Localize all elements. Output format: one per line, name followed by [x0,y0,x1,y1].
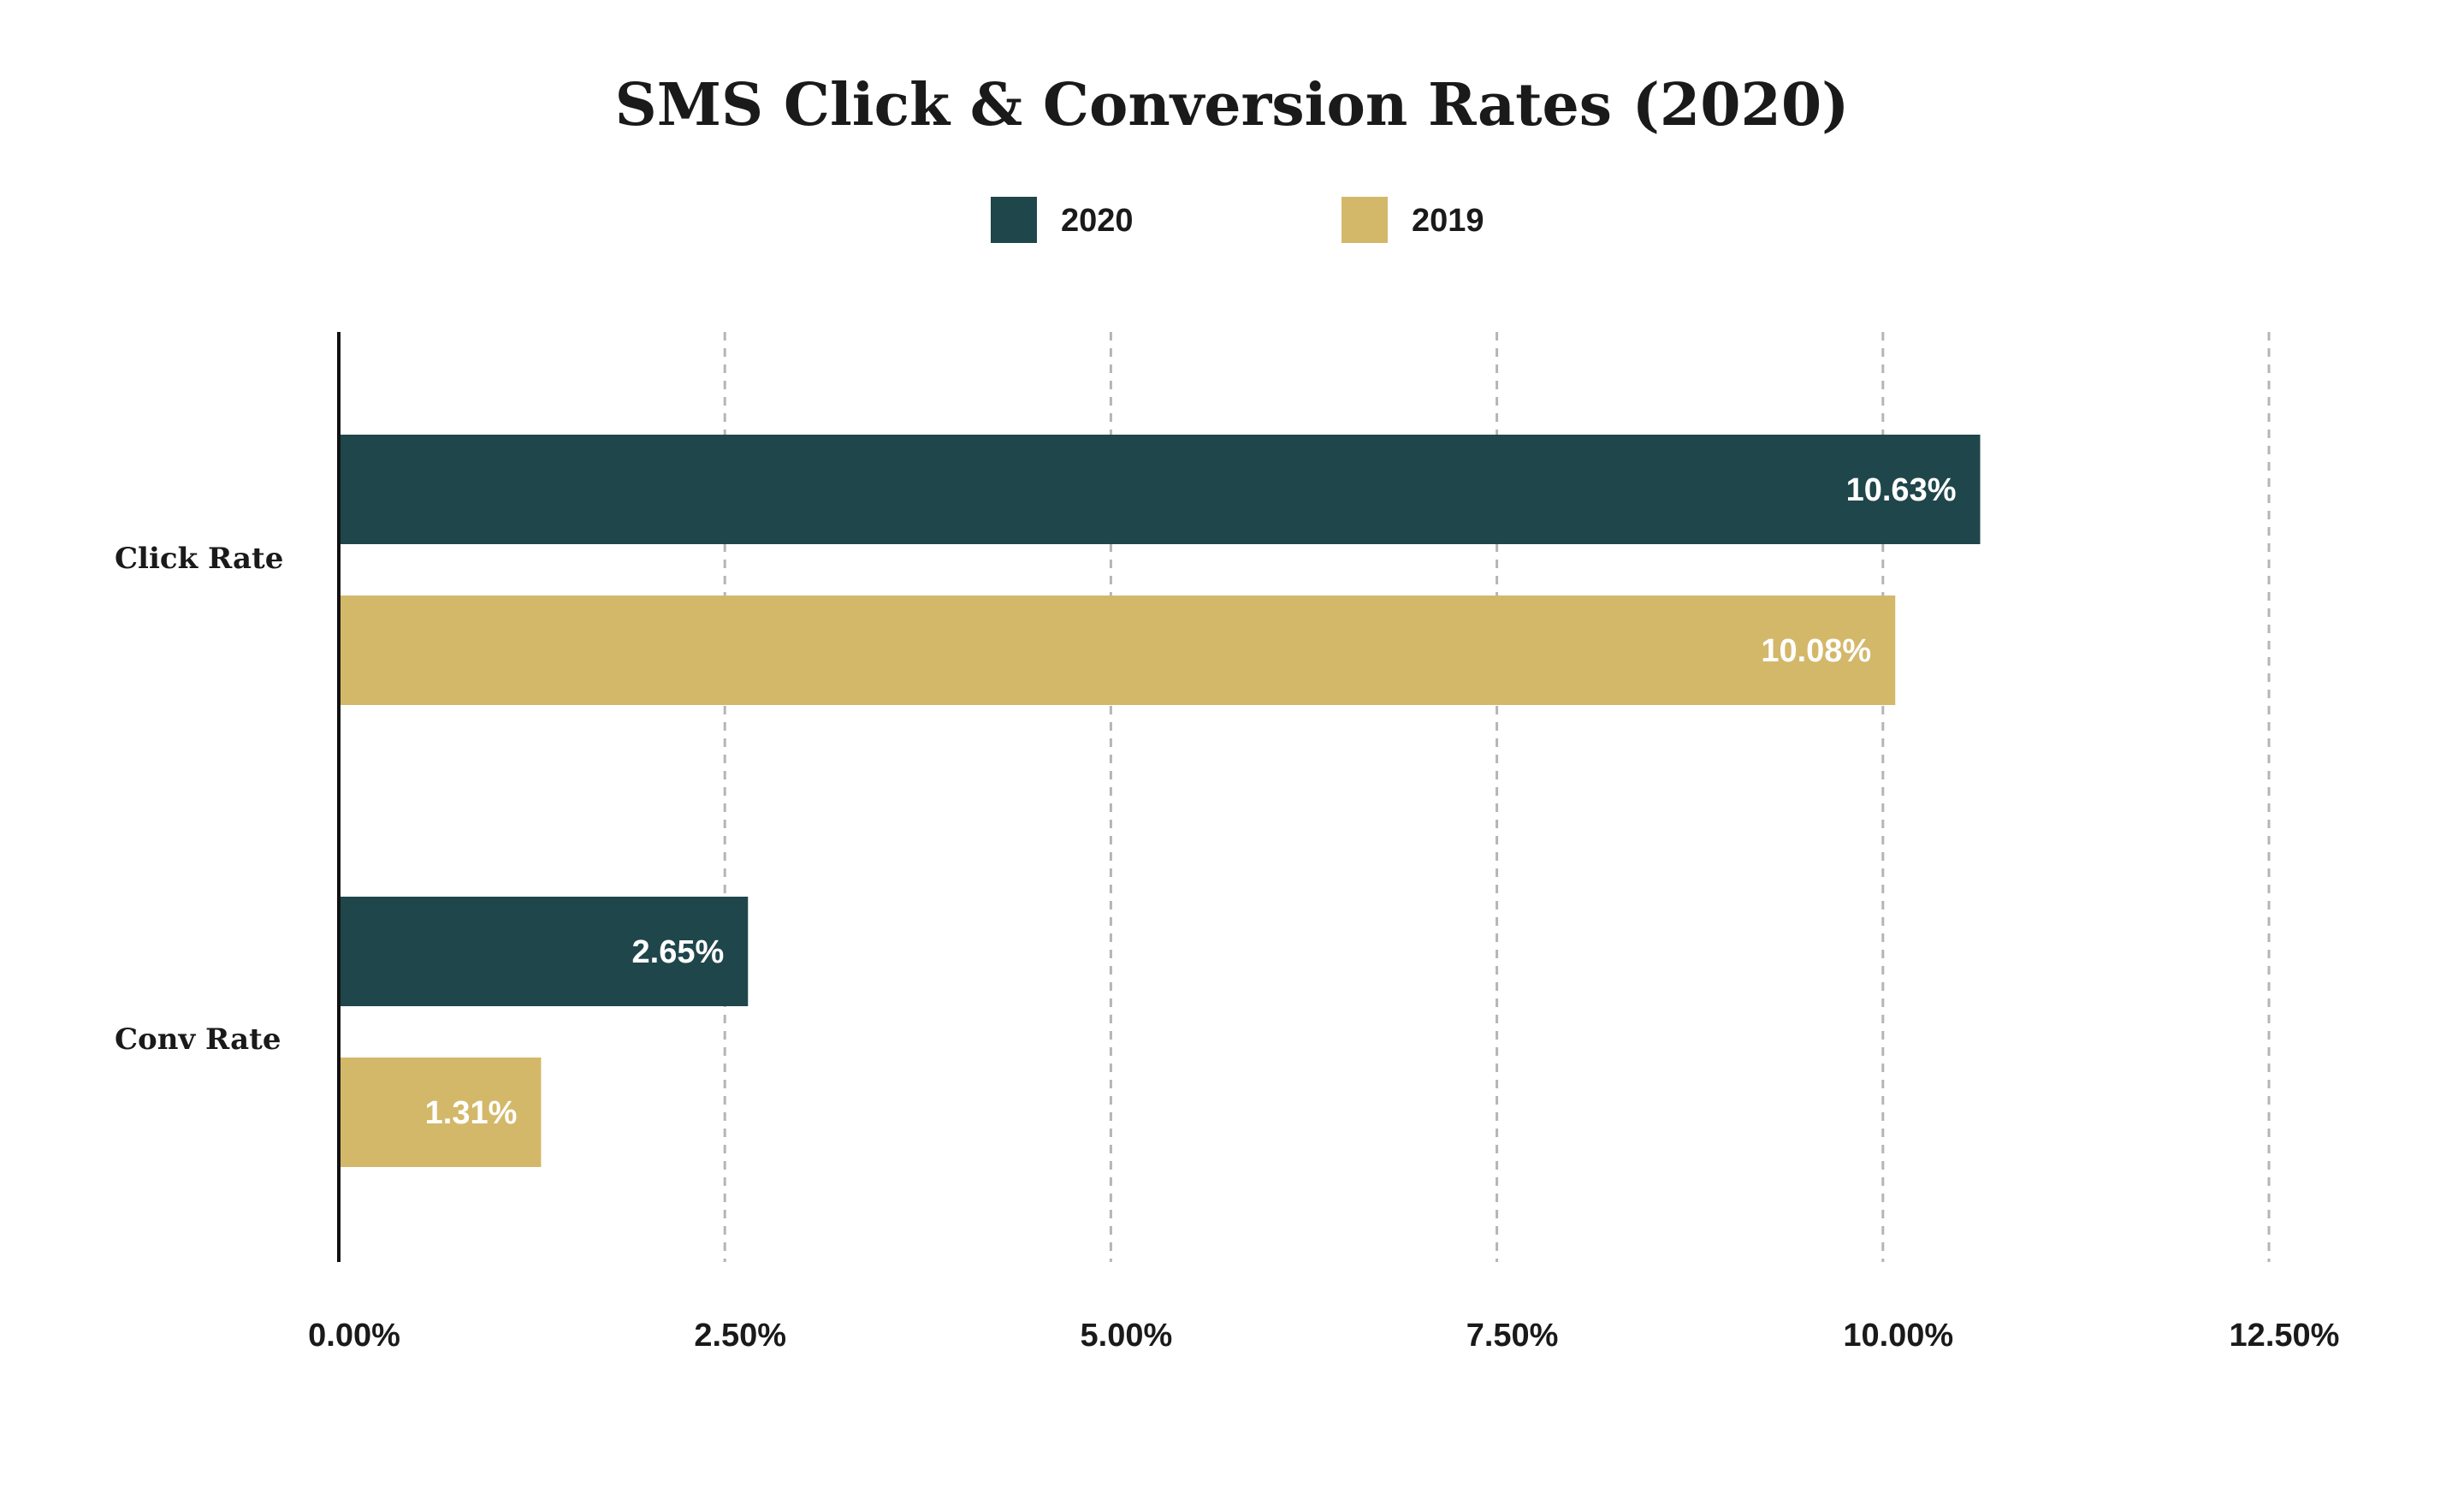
category-label-0: Click Rate [115,542,283,576]
legend-label-2019: 2019 [1412,203,1484,239]
x-tick-label-0: 0.00% [308,1318,400,1354]
bars [339,435,1981,1167]
x-tick-label-4: 10.00% [1843,1318,1953,1354]
legend-swatch-2020 [991,197,1037,243]
legend-swatch-2019 [1342,197,1388,243]
bar-click-rate-2019 [339,595,1896,705]
x-tick-label-5: 12.50% [2230,1318,2340,1354]
bar-value-label-conv-rate-2020: 2.65% [632,934,725,970]
x-axis-tick-labels: 0.00% 2.50% 5.00% 7.50% 10.00% 12.50% [308,1318,2339,1354]
bar-value-label-click-rate-2019: 10.08% [1761,633,1871,669]
bar-conv-rate-2019 [339,1058,542,1167]
bar-click-rate-2020 [339,435,1981,544]
bar-value-labels: 10.63% 10.08% 2.65% 1.31% [425,472,1957,1131]
legend-label-2020: 2020 [1061,203,1134,239]
bar-value-label-click-rate-2020: 10.63% [1846,472,1957,508]
x-tick-label-3: 7.50% [1466,1318,1559,1354]
category-labels: Click Rate Conv Rate [115,542,283,1057]
x-tick-label-1: 2.50% [694,1318,786,1354]
legend: 2020 2019 [991,197,1484,243]
bar-value-label-conv-rate-2019: 1.31% [425,1095,518,1131]
category-label-1: Conv Rate [115,1022,281,1057]
chart-title: SMS Click & Conversion Rates (2020) [615,71,1850,139]
bar-conv-rate-2020 [339,897,749,1006]
x-tick-label-2: 5.00% [1081,1318,1173,1354]
